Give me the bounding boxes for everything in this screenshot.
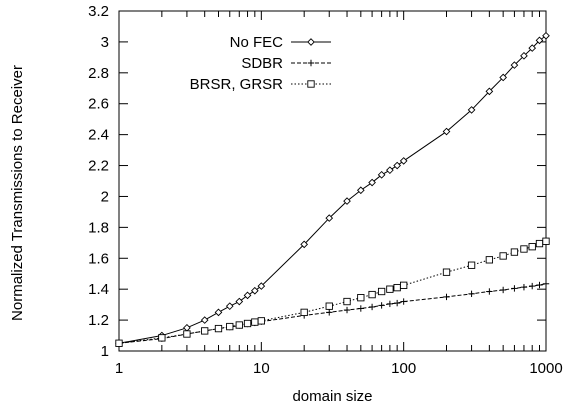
data-point <box>529 283 535 289</box>
y-tick-label: 2.8 <box>88 65 109 82</box>
axis-ticks: 1 10 100 1000 1 1.2 1.4 1.6 1.8 2 2.2 2.4 2.6 2.8 3 3.2 <box>88 3 563 377</box>
data-point <box>215 325 221 331</box>
y-tick-label: 2.6 <box>88 96 109 113</box>
data-point <box>543 281 549 287</box>
data-point <box>258 318 264 324</box>
data-point <box>486 257 492 263</box>
data-point <box>443 294 449 300</box>
series-line <box>119 284 546 344</box>
data-point <box>215 309 221 315</box>
legend-item: No FEC <box>230 34 331 51</box>
y-tick-label: 1 <box>101 343 109 360</box>
data-point <box>394 162 400 168</box>
legend-item: BRSR, GRSR <box>190 76 331 93</box>
data-point <box>387 301 393 307</box>
data-point <box>344 298 350 304</box>
data-point <box>500 253 506 259</box>
data-point <box>387 286 393 292</box>
series-line <box>119 36 546 344</box>
legend-marker <box>308 60 314 66</box>
data-point <box>443 269 449 275</box>
data-point <box>486 288 492 294</box>
data-point <box>536 282 542 288</box>
data-point <box>387 167 393 173</box>
data-point <box>252 319 258 325</box>
legend-marker <box>308 81 314 87</box>
x-tick-label: 10 <box>253 360 270 377</box>
legend-label: SDBR <box>241 55 283 72</box>
data-point <box>511 285 517 291</box>
data-point <box>201 317 207 323</box>
y-tick-label: 1.6 <box>88 250 109 267</box>
data-point <box>369 304 375 310</box>
data-point <box>543 33 549 39</box>
data-point <box>344 307 350 313</box>
data-point <box>511 249 517 255</box>
y-tick-label: 2.4 <box>88 127 109 144</box>
y-tick-label: 2 <box>101 188 109 205</box>
data-point <box>394 300 400 306</box>
x-axis-label: domain size <box>292 388 372 405</box>
y-tick-label: 1.2 <box>88 312 109 329</box>
data-point <box>116 340 122 346</box>
data-point <box>184 331 190 337</box>
series-layer <box>116 33 549 347</box>
series-sdbr <box>116 281 549 347</box>
x-tick-label: 100 <box>391 360 416 377</box>
data-point <box>378 302 384 308</box>
legend-marker <box>308 39 314 45</box>
data-point <box>468 291 474 297</box>
y-tick-label: 3.2 <box>88 3 109 20</box>
data-point <box>400 282 406 288</box>
data-point <box>378 288 384 294</box>
data-point <box>521 246 527 252</box>
data-point <box>394 284 400 290</box>
data-point <box>159 335 165 341</box>
y-tick-label: 1.4 <box>88 281 109 298</box>
data-point <box>358 294 364 300</box>
y-tick-label: 1.8 <box>88 219 109 236</box>
data-point <box>543 238 549 244</box>
data-point <box>236 322 242 328</box>
data-point <box>244 320 250 326</box>
data-point <box>227 303 233 309</box>
data-point <box>301 309 307 315</box>
data-point <box>500 287 506 293</box>
plot-border <box>119 11 546 351</box>
legend-label: BRSR, GRSR <box>190 76 284 93</box>
data-point <box>400 298 406 304</box>
data-point <box>400 158 406 164</box>
data-point <box>252 288 258 294</box>
y-tick-label: 3 <box>101 34 109 51</box>
data-point <box>521 284 527 290</box>
data-point <box>326 303 332 309</box>
legend: No FEC SDBR BRSR, GRSR <box>190 34 331 93</box>
x-tick-label: 1 <box>115 360 123 377</box>
plot-area <box>119 11 546 351</box>
data-point <box>227 323 233 329</box>
legend-label: No FEC <box>230 34 284 51</box>
data-point <box>201 328 207 334</box>
y-axis-label: Normalized Transmissions to Receiver <box>9 65 26 321</box>
data-point <box>358 305 364 311</box>
data-point <box>536 240 542 246</box>
data-point <box>468 262 474 268</box>
data-point <box>369 291 375 297</box>
x-tick-label: 1000 <box>529 360 562 377</box>
y-tick-label: 2.2 <box>88 158 109 175</box>
data-point <box>184 325 190 331</box>
data-point <box>326 309 332 315</box>
legend-item: SDBR <box>241 55 331 72</box>
series-no-fec <box>116 33 549 347</box>
data-point <box>529 243 535 249</box>
